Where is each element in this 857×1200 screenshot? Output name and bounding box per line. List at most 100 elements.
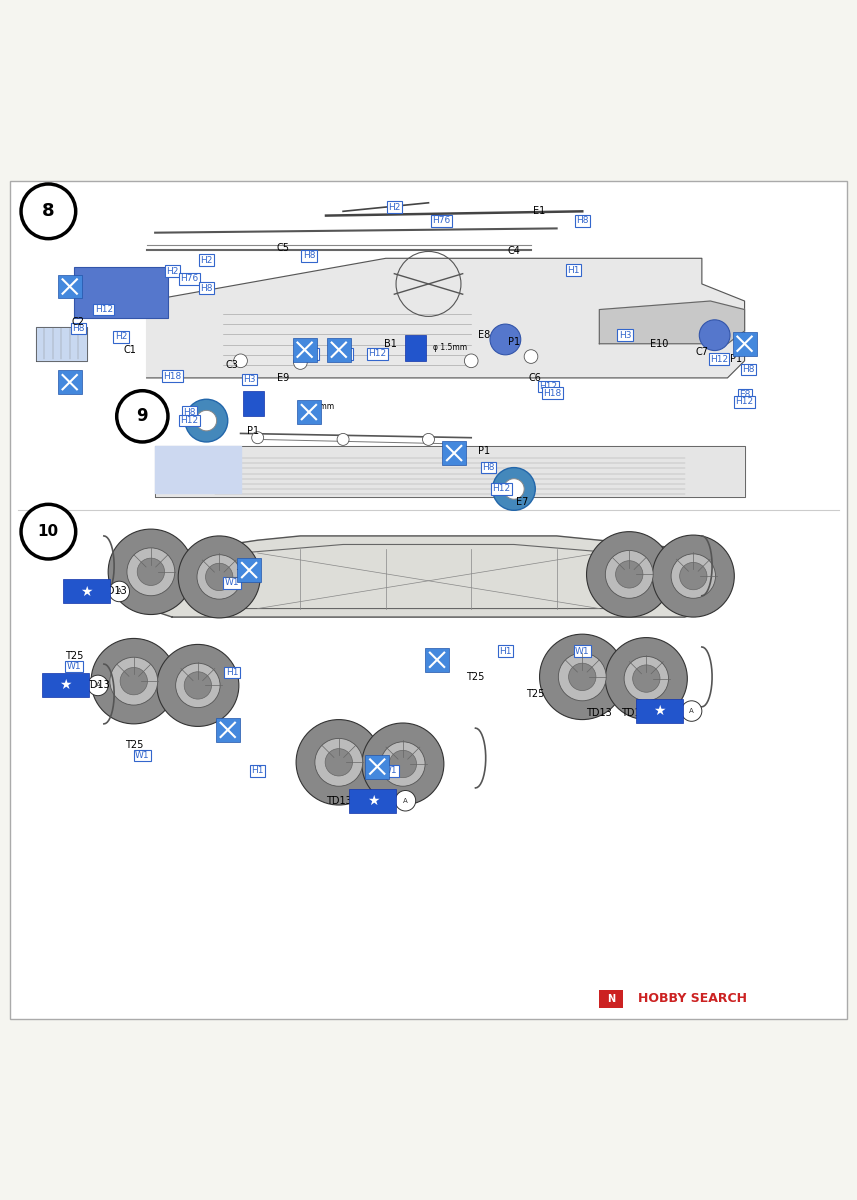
Circle shape xyxy=(699,320,730,350)
FancyBboxPatch shape xyxy=(293,337,316,361)
Circle shape xyxy=(117,391,168,442)
Text: ★: ★ xyxy=(59,678,72,692)
Text: H1: H1 xyxy=(225,668,238,677)
Text: H8: H8 xyxy=(72,324,85,332)
Circle shape xyxy=(464,354,478,367)
Text: A: A xyxy=(403,798,408,804)
FancyBboxPatch shape xyxy=(733,331,757,355)
Text: 9: 9 xyxy=(136,407,148,425)
Circle shape xyxy=(568,664,596,690)
Text: A: A xyxy=(117,588,122,594)
Text: H3: H3 xyxy=(619,331,632,340)
Text: C5: C5 xyxy=(277,244,290,253)
Text: E1: E1 xyxy=(533,206,546,216)
Bar xyxy=(243,391,264,416)
Bar xyxy=(405,335,427,361)
Text: W1: W1 xyxy=(225,578,239,588)
FancyBboxPatch shape xyxy=(297,400,321,424)
Circle shape xyxy=(423,433,434,445)
Text: N: N xyxy=(608,994,615,1004)
FancyBboxPatch shape xyxy=(327,337,351,361)
Circle shape xyxy=(605,637,687,720)
Text: 10: 10 xyxy=(38,524,59,539)
FancyBboxPatch shape xyxy=(425,648,449,672)
Text: ★: ★ xyxy=(653,704,665,718)
Text: T25: T25 xyxy=(526,689,544,698)
Text: H12: H12 xyxy=(95,305,113,314)
Text: ★: ★ xyxy=(81,584,93,599)
FancyBboxPatch shape xyxy=(365,755,389,779)
Circle shape xyxy=(632,665,660,692)
Text: H1: H1 xyxy=(251,767,264,775)
Text: B1: B1 xyxy=(384,338,397,349)
Circle shape xyxy=(234,354,248,367)
Text: C7: C7 xyxy=(695,347,709,358)
Circle shape xyxy=(21,504,75,559)
Text: P1: P1 xyxy=(508,337,520,347)
Polygon shape xyxy=(147,258,745,378)
Text: H12: H12 xyxy=(492,485,510,493)
Text: HOBBY SEARCH: HOBBY SEARCH xyxy=(638,992,746,1006)
Polygon shape xyxy=(147,536,710,617)
Circle shape xyxy=(137,558,165,586)
Circle shape xyxy=(559,653,606,701)
Circle shape xyxy=(206,563,233,590)
FancyBboxPatch shape xyxy=(74,266,168,318)
Circle shape xyxy=(362,724,444,805)
Text: H8: H8 xyxy=(303,251,315,260)
FancyBboxPatch shape xyxy=(636,700,683,724)
Circle shape xyxy=(252,432,264,444)
Text: H1: H1 xyxy=(499,647,512,655)
Text: H12: H12 xyxy=(300,349,318,359)
Circle shape xyxy=(185,400,228,442)
Text: TD13: TD13 xyxy=(360,793,386,803)
FancyBboxPatch shape xyxy=(63,580,111,604)
Circle shape xyxy=(110,658,158,706)
Text: φ 1.5mm: φ 1.5mm xyxy=(300,402,334,412)
Circle shape xyxy=(178,536,261,618)
Text: H12: H12 xyxy=(369,349,387,359)
Text: P1: P1 xyxy=(248,426,260,436)
Circle shape xyxy=(389,750,417,778)
Text: H2: H2 xyxy=(201,256,213,264)
Text: A: A xyxy=(689,708,694,714)
Text: TD13: TD13 xyxy=(61,685,87,695)
Text: H12: H12 xyxy=(539,382,557,391)
Text: T25: T25 xyxy=(466,672,485,682)
Text: T25: T25 xyxy=(124,740,143,750)
Text: W1: W1 xyxy=(135,751,150,760)
Text: P1: P1 xyxy=(730,354,742,364)
FancyBboxPatch shape xyxy=(237,558,261,582)
Text: E8: E8 xyxy=(478,330,490,340)
Text: H8: H8 xyxy=(482,463,494,472)
FancyBboxPatch shape xyxy=(57,275,81,299)
Text: W1: W1 xyxy=(383,767,398,775)
Circle shape xyxy=(91,638,177,724)
Text: H2: H2 xyxy=(166,266,178,276)
Text: C2: C2 xyxy=(72,317,85,326)
Text: C6: C6 xyxy=(529,373,542,383)
Text: C4: C4 xyxy=(507,246,520,257)
Text: φ 1.5mm: φ 1.5mm xyxy=(433,343,467,352)
Circle shape xyxy=(490,324,521,355)
Text: W1: W1 xyxy=(67,662,81,671)
Circle shape xyxy=(176,664,220,708)
Circle shape xyxy=(109,581,129,601)
Text: 8: 8 xyxy=(42,203,55,221)
Circle shape xyxy=(325,749,352,776)
Circle shape xyxy=(504,479,524,499)
Circle shape xyxy=(493,468,536,510)
Text: H12: H12 xyxy=(180,416,198,425)
Circle shape xyxy=(196,410,217,431)
Circle shape xyxy=(586,532,672,617)
Text: H1: H1 xyxy=(567,265,580,275)
Text: W1: W1 xyxy=(575,647,590,655)
FancyBboxPatch shape xyxy=(216,718,240,742)
Text: H76: H76 xyxy=(432,216,451,226)
Circle shape xyxy=(294,355,307,370)
Text: E7: E7 xyxy=(243,398,255,408)
Circle shape xyxy=(197,554,242,599)
Circle shape xyxy=(108,529,194,614)
Circle shape xyxy=(615,560,643,588)
Text: H8: H8 xyxy=(183,408,195,416)
